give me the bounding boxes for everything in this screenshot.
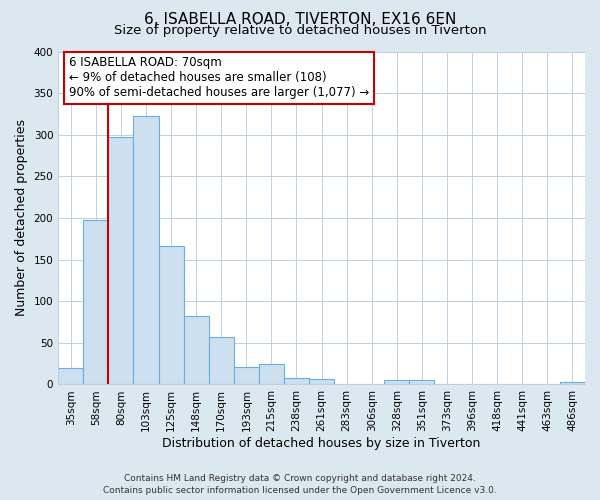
Bar [309,380,334,384]
Bar [209,337,234,384]
Text: 6 ISABELLA ROAD: 70sqm
← 9% of detached houses are smaller (108)
90% of semi-det: 6 ISABELLA ROAD: 70sqm ← 9% of detached … [69,56,369,100]
Text: Size of property relative to detached houses in Tiverton: Size of property relative to detached ho… [114,24,486,37]
Bar [158,246,184,384]
X-axis label: Distribution of detached houses by size in Tiverton: Distribution of detached houses by size … [163,437,481,450]
Bar [58,368,83,384]
Bar [234,367,259,384]
Bar [385,380,409,384]
Y-axis label: Number of detached properties: Number of detached properties [15,120,28,316]
Bar [184,316,209,384]
Bar [560,382,585,384]
Text: Contains HM Land Registry data © Crown copyright and database right 2024.
Contai: Contains HM Land Registry data © Crown c… [103,474,497,495]
Bar [284,378,309,384]
Bar [259,364,284,384]
Bar [409,380,434,384]
Bar [109,137,133,384]
Text: 6, ISABELLA ROAD, TIVERTON, EX16 6EN: 6, ISABELLA ROAD, TIVERTON, EX16 6EN [144,12,456,28]
Bar [83,220,109,384]
Bar [133,116,158,384]
